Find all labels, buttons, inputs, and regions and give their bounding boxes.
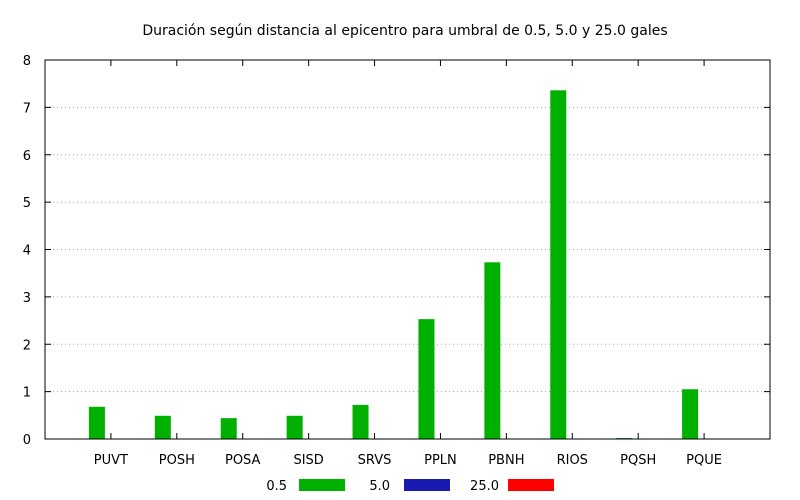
bar-0.5-PUVT (88, 406, 105, 439)
x-tick-label: SISD (293, 453, 323, 468)
x-tick-label: PBNH (488, 453, 524, 468)
y-tick-label: 6 (23, 149, 31, 164)
x-tick-label: POSA (225, 453, 261, 468)
y-tick-label: 4 (23, 244, 31, 259)
bar-0.5-PQUE (682, 389, 699, 439)
bar-0.5-RIOS (550, 90, 567, 439)
legend-label: 5.0 (369, 479, 390, 494)
x-tick-label: PPLN (424, 453, 457, 468)
bar-0.5-PPLN (418, 319, 435, 439)
legend-label: 25.0 (470, 479, 499, 494)
bar-0.5-POSH (154, 415, 171, 439)
legend-swatch (508, 479, 554, 491)
y-tick-label: 3 (23, 291, 31, 306)
y-tick-label: 8 (23, 54, 31, 69)
grid-lines (45, 106, 770, 393)
x-tick-label: SRVS (358, 453, 392, 468)
x-tick-label: PQUE (686, 453, 722, 468)
y-axis: 0 1 2 3 4 5 6 7 8 (23, 54, 770, 448)
y-tick-label: 2 (23, 338, 31, 353)
legend-swatch (404, 479, 450, 491)
legend-label: 0.5 (266, 479, 287, 494)
bar-0.5-SRVS (352, 404, 369, 439)
bar-0.5-SISD (286, 415, 303, 439)
x-tick-label: PQSH (620, 453, 656, 468)
x-axis: PUVT POSH POSA SISD SRVS PPLN PBNH RIOS PQSH PQUE (94, 60, 722, 468)
bars (88, 90, 699, 439)
legend: 0.5 5.0 25.0 (266, 479, 554, 494)
bar-0.5-PBNH (484, 262, 501, 439)
chart-title: Duración según distancia al epicentro pa… (142, 23, 667, 39)
y-tick-label: 7 (23, 101, 31, 116)
x-tick-label: RIOS (557, 453, 588, 468)
y-tick-label: 0 (23, 433, 31, 448)
y-tick-label: 1 (23, 386, 31, 401)
legend-swatch (299, 479, 345, 491)
x-tick-label: PUVT (94, 453, 128, 468)
y-tick-label: 5 (23, 196, 31, 211)
x-tick-label: POSH (159, 453, 195, 468)
bar-0.5-POSA (220, 418, 237, 439)
